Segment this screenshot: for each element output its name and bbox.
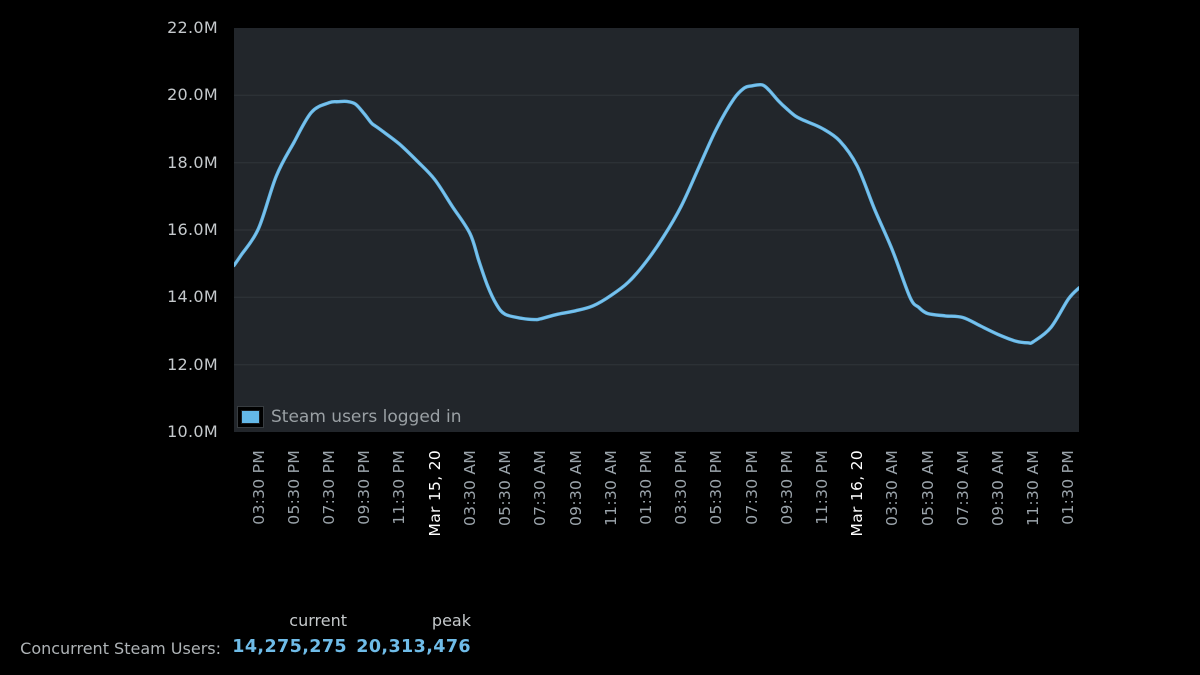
plot-area[interactable]: Steam users logged in [234,28,1079,432]
x-axis-time-label: 03:30 AM [460,450,479,526]
legend: Steam users logged in [237,406,462,428]
stats-value-peak: 20,313,476 [356,637,471,657]
users-line-series [234,82,1079,345]
x-axis-time-label: 09:30 PM [355,450,374,525]
users-line-series [234,83,1079,345]
y-axis-label: 22.0M [167,18,218,37]
stats-header-peak: peak [431,611,471,630]
x-axis-time-label: 09:30 AM [566,450,585,526]
x-axis-time-label: 11:30 PM [390,450,409,525]
stats-value-current: 14,275,275 [232,637,347,657]
y-axis-label: 16.0M [167,220,218,239]
stats-row-label: Concurrent Steam Users: [20,639,221,658]
y-axis-label: 14.0M [167,287,218,307]
x-axis-date-label: Mar 16, 20 [848,450,867,537]
x-axis-time-label: 07:30 AM [953,450,972,526]
x-axis-time-label: 07:30 PM [320,450,339,525]
x-axis-time-label: 07:30 AM [531,450,550,526]
x-axis-time-label: 09:30 AM [989,450,1008,526]
x-axis-date-label: Mar 15, 20 [425,450,444,537]
legend-swatch-color [241,410,260,424]
y-axis-label: 10.0M [167,422,218,441]
x-axis-time-label: 03:30 PM [672,450,691,525]
x-axis-time-label: 05:30 AM [496,450,515,526]
x-axis-time-label: 05:30 AM [918,450,937,526]
x-axis-time-label: 03:30 PM [249,450,268,525]
line-chart-canvas [234,82,1079,366]
x-axis-time-label: 05:30 PM [707,450,726,525]
x-axis-time-label: 11:30 AM [601,450,620,526]
x-axis-time-label: 05:30 PM [284,450,303,525]
y-axis-label: 18.0M [167,152,218,172]
y-axis-label: 12.0M [167,354,218,374]
x-axis-time-label: 11:30 PM [812,450,831,525]
stats-header-current: current [289,611,347,630]
y-axis: 22.0M 20.0M 18.0M 16.0M 14.0M 12.0M 10.0M [0,0,222,460]
y-axis-label: 20.0M [167,85,218,105]
x-axis-time-label: 11:30 AM [1024,450,1043,526]
x-axis-time-label: 09:30 PM [777,450,796,525]
x-axis-time-label: 07:30 PM [742,450,761,525]
x-axis-time-label: 03:30 AM [883,450,902,526]
x-axis-time-label: 01:30 PM [1059,450,1078,525]
legend-swatch [237,406,264,428]
x-axis-time-label: 01:30 PM [636,450,655,525]
legend-label: Steam users logged in [271,407,462,427]
